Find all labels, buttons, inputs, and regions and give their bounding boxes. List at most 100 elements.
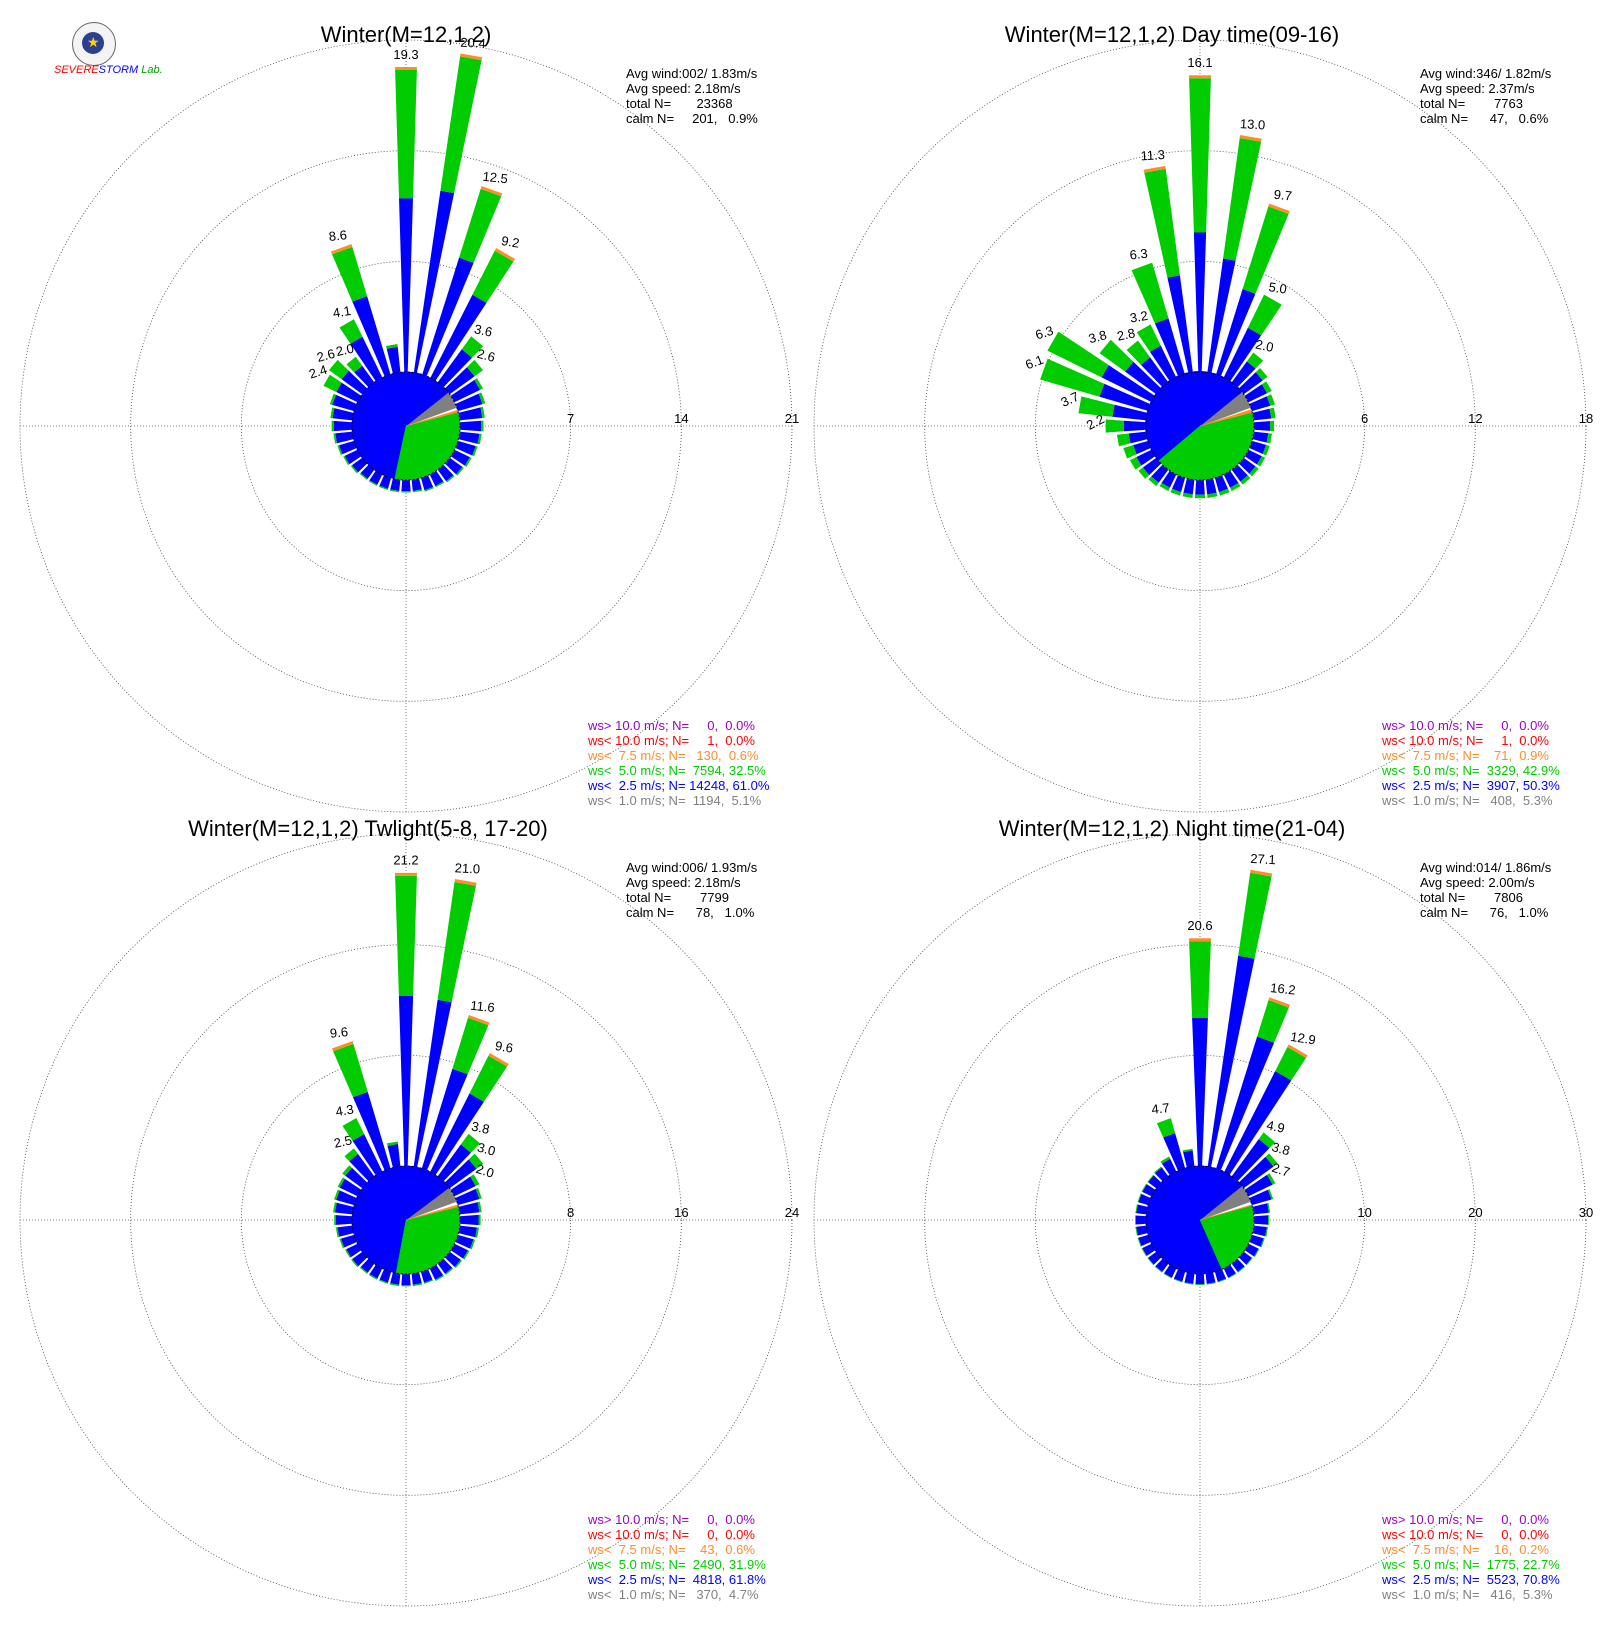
bar-segment-lt5 (1254, 1248, 1260, 1257)
bar-segment-lt2_5 (1112, 404, 1148, 421)
panel-title: Winter(M=12,1,2) (321, 22, 492, 47)
bar-segment-lt5 (1138, 467, 1150, 479)
bar-segment-lt2_5 (1253, 421, 1271, 431)
bar-segment-lt2_5 (458, 431, 480, 444)
bar-label: 2.7 (1270, 1160, 1292, 1180)
bar-segment-lt5 (1135, 1226, 1138, 1236)
bar-label: 3.6 (473, 321, 494, 339)
bar-segment-lt2_5 (1244, 1174, 1273, 1197)
bar-segment-lt5 (386, 1141, 398, 1146)
bar-label: 13.0 (1240, 116, 1266, 132)
legend-entry-gt10: ws> 10.0 m/s; N= 0, 0.0% (587, 1512, 755, 1527)
bar-label: 2.0 (334, 341, 355, 359)
bar-segment-lt5 (1269, 407, 1276, 419)
ring-label: 14 (674, 411, 688, 426)
bar-segment-lt5 (469, 1055, 508, 1102)
pie-outline (351, 1165, 461, 1275)
bar-segment-lt2_5 (1192, 1018, 1208, 1166)
bar-segment-lt2_5 (455, 1234, 474, 1249)
bar-segment-lt5 (477, 433, 482, 445)
legend-entry-lt2_5: ws< 2.5 m/s; N= 4818, 61.8% (587, 1572, 766, 1587)
pie-slice-lt7_5 (1199, 1204, 1253, 1221)
bar-segment-lt5 (334, 1215, 336, 1225)
bar-segment-lt5 (389, 1283, 400, 1287)
bar-segment-lt2_5 (1142, 457, 1162, 476)
bar-segment-lt2_5 (335, 431, 354, 444)
bar-segment-lt2_5 (450, 449, 470, 466)
windrose-panel-3: 8 16 24 21.2 21.0 11.6 9.6 3.8 3.0 2.0 9.6 4.3 2.5 Wi… (19, 816, 799, 1607)
legend-entry-lt1: ws< 1.0 m/s; N= 370, 4.7% (587, 1587, 759, 1602)
bar-segment-lt7_5 (460, 53, 483, 61)
bar-segment-lt5 (323, 374, 342, 392)
bar-segment-lt5 (1267, 1173, 1276, 1185)
bar-segment-lt5 (1148, 476, 1159, 487)
bar-segment-lt5 (454, 1259, 462, 1269)
bar-segment-lt5 (478, 392, 486, 405)
bar-segment-lt2_5 (437, 1258, 453, 1274)
bar-segment-lt7_5 (1189, 938, 1211, 942)
bar-segment-lt2_5 (369, 1264, 383, 1279)
bar-segment-lt5 (1207, 492, 1218, 498)
bar-segment-lt5 (1137, 1237, 1142, 1247)
bar-segment-lt5 (333, 1043, 368, 1098)
bar-label: 5.0 (1268, 279, 1288, 297)
bar-segment-lt2_5 (1244, 1243, 1259, 1257)
bar-segment-lt2_5 (1136, 1225, 1148, 1236)
bar-segment-lt5 (1182, 1148, 1193, 1153)
bar-segment-lt5 (464, 457, 472, 467)
stats-line: total N= 7763 (1420, 96, 1523, 111)
bar-segment-lt5 (1160, 1156, 1171, 1164)
bar-segment-lt5 (1182, 492, 1193, 498)
bar-segment-lt2_5 (1150, 345, 1177, 382)
bar-segment-lt2_5 (379, 475, 392, 489)
bar-segment-lt2_5 (420, 475, 434, 491)
bar-segment-lt5 (1237, 1266, 1246, 1273)
bar-segment-lt5 (435, 481, 445, 488)
bar-segment-lt2_5 (1231, 1139, 1270, 1182)
bar-segment-lt2_5 (458, 407, 483, 421)
bar-segment-lt2_5 (337, 1225, 354, 1237)
bar-segment-lt2_5 (1223, 470, 1239, 488)
bar-segment-lt5 (1099, 339, 1134, 372)
bar-segment-lt5 (1265, 1227, 1268, 1237)
bar-segment-lt2_5 (429, 1264, 444, 1280)
bar-label: 9.7 (1273, 187, 1293, 204)
bar-label: 6.3 (1033, 323, 1055, 343)
legend-entry-lt2_5: ws< 2.5 m/s; N= 5523, 70.8% (1381, 1572, 1560, 1587)
bar-segment-lt5 (1262, 444, 1270, 456)
stats-line: Avg speed: 2.37m/s (1420, 81, 1535, 96)
bar-segment-lt2_5 (340, 1234, 357, 1248)
bar-segment-lt5 (1249, 466, 1259, 477)
ring-label: 24 (785, 1205, 799, 1220)
bar-segment-lt5 (1189, 78, 1211, 233)
ring-label: 20 (1468, 1205, 1482, 1220)
legend-entry-lt10: ws< 10.0 m/s; N= 1, 0.0% (587, 733, 755, 748)
bar-segment-lt5 (1275, 1047, 1307, 1081)
bar-label: 3.2 (1129, 308, 1149, 326)
bar-segment-lt2_5 (1136, 1204, 1148, 1215)
bar-segment-lt5 (339, 319, 363, 344)
bar-segment-lt2_5 (1173, 1269, 1186, 1282)
stats-line: total N= 7799 (626, 890, 729, 905)
bar-segment-lt5 (395, 875, 417, 996)
bar-segment-lt2_5 (350, 336, 383, 382)
bar-segment-lt2_5 (341, 370, 368, 395)
pie-outline (1145, 371, 1255, 481)
bar-segment-lt2_5 (444, 1251, 461, 1267)
bar-segment-lt2_5 (333, 420, 353, 432)
bar-label: 4.1 (332, 303, 352, 321)
bar-segment-lt5 (1206, 1282, 1216, 1285)
bar-segment-lt2_5 (1214, 1269, 1227, 1282)
bar-segment-lt7_5 (1250, 869, 1273, 877)
bar-segment-lt5 (412, 1283, 423, 1287)
bar-segment-lt2_5 (1244, 384, 1268, 403)
bar-label: 2.0 (474, 1161, 496, 1181)
bar-segment-lt5 (346, 356, 363, 373)
bar-segment-lt2_5 (421, 1068, 468, 1171)
bar-segment-lt5 (334, 1189, 340, 1200)
bar-label: 9.6 (329, 1024, 349, 1041)
bar-segment-lt2_5 (455, 393, 483, 412)
bar-segment-lt5 (1105, 419, 1124, 433)
